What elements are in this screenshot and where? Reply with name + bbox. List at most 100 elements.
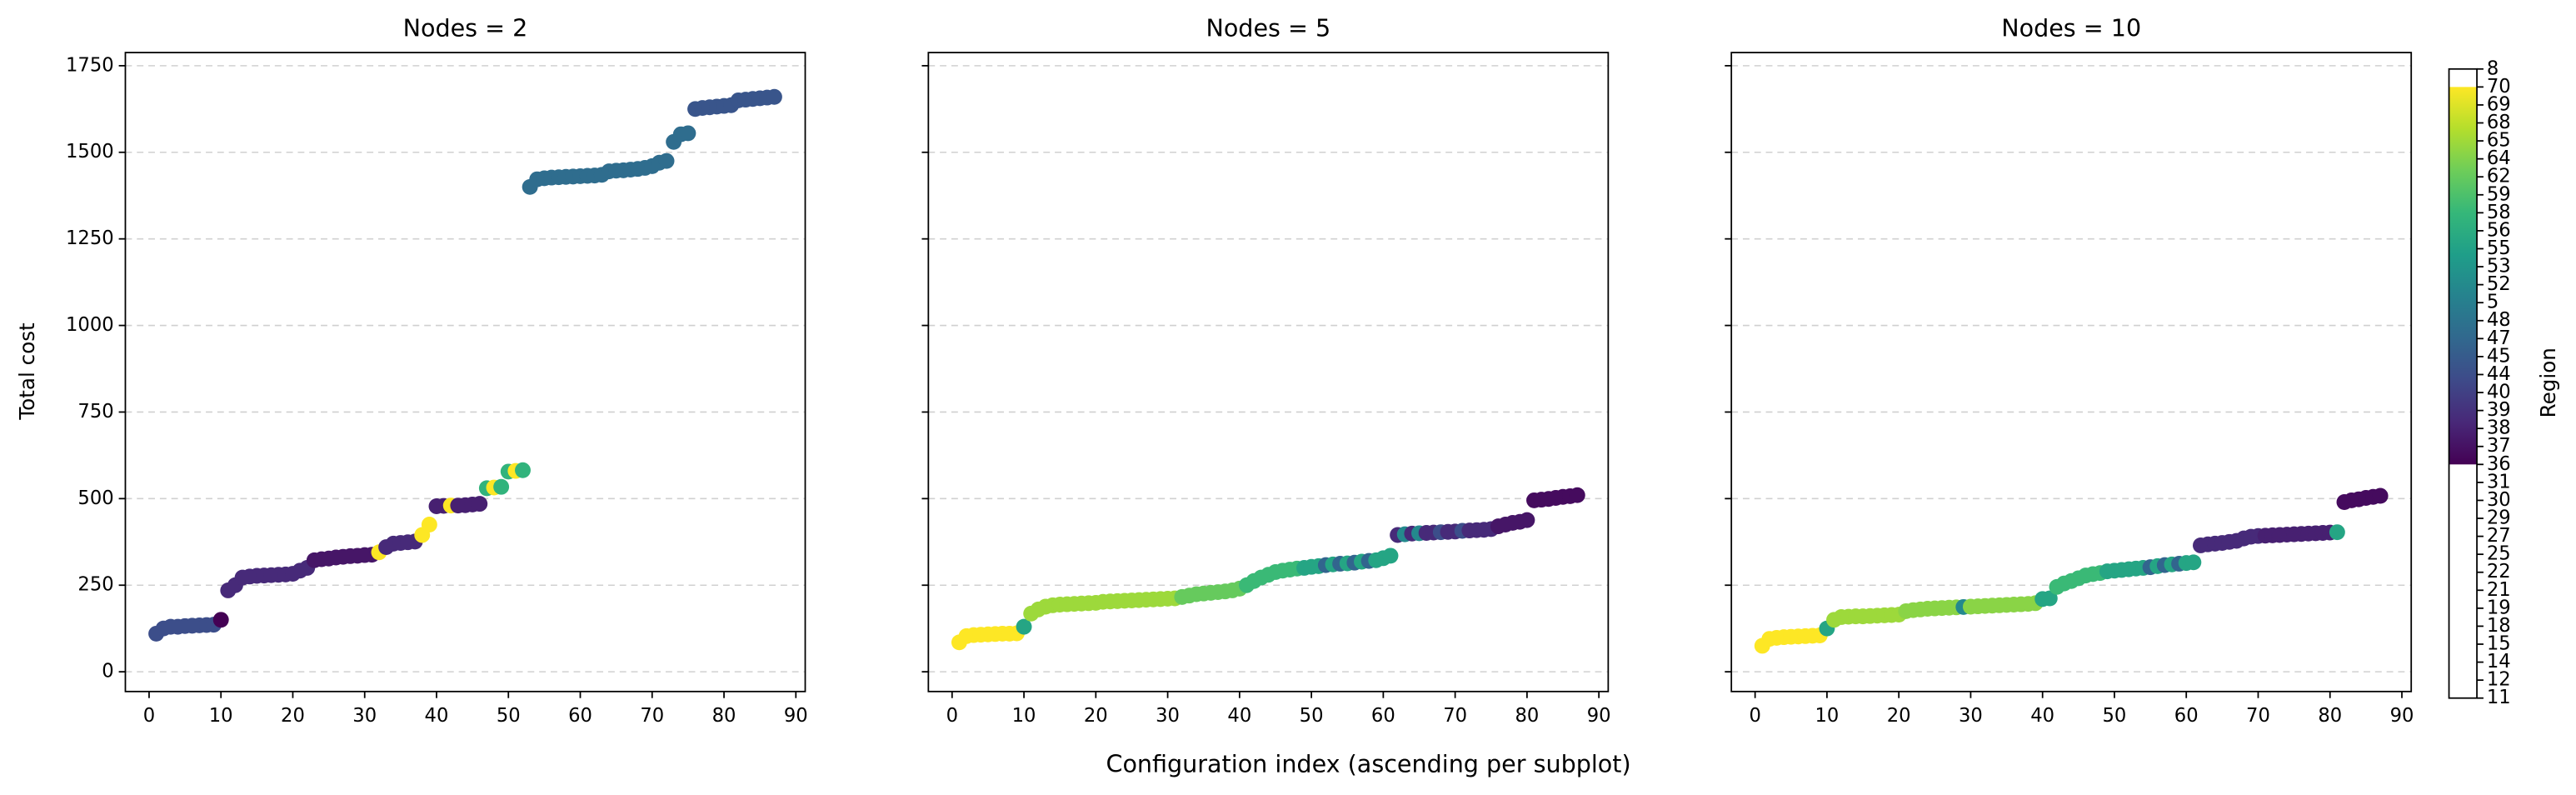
x-tick-label: 40: [2030, 705, 2054, 727]
point: [421, 517, 437, 532]
colorbar-fill: [2449, 87, 2478, 465]
y-tick-label: 250: [77, 574, 113, 596]
colorbar-tick-label: 5: [2487, 292, 2499, 313]
colorbar-tick-label: 30: [2487, 489, 2511, 511]
colorbar-tick-label: 38: [2487, 418, 2511, 439]
colorbar-tick-label: 53: [2487, 256, 2511, 278]
point: [2372, 488, 2389, 504]
colorbar-tick-label: 58: [2487, 202, 2511, 223]
point: [1569, 487, 1585, 503]
colorbar-tick-label: 39: [2487, 399, 2511, 421]
colorbar-tick-label: 68: [2487, 112, 2511, 133]
colorbar-tick-label: 59: [2487, 183, 2511, 205]
x-tick-label: 90: [2390, 705, 2414, 727]
colorbar-tick-label: 64: [2487, 148, 2511, 169]
x-tick-label: 60: [2174, 705, 2199, 727]
colorbar-tick-label: 56: [2487, 219, 2511, 241]
x-tick-label: 20: [281, 705, 305, 727]
panel-title: Nodes = 2: [403, 13, 528, 42]
colorbar-tick-label: 47: [2487, 328, 2511, 349]
axes-frame: [927, 52, 1610, 692]
colorbar-tick-label: 15: [2487, 632, 2511, 654]
x-tick-label: 10: [1012, 705, 1036, 727]
colorbar-frame: [2448, 68, 2478, 699]
x-tick-label: 70: [2246, 705, 2270, 727]
colorbar-tick-label: 31: [2487, 471, 2511, 492]
x-tick-label: 50: [2103, 705, 2127, 727]
x-axis-label: Configuration index (ascending per subpl…: [1106, 750, 1631, 778]
colorbar-tick-label: 19: [2487, 597, 2511, 618]
colorbar-tick-label: 8: [2487, 58, 2499, 79]
point: [212, 612, 229, 628]
x-tick-label: 20: [1084, 705, 1108, 727]
point: [1519, 512, 1535, 528]
colorbar-tick-label: 40: [2487, 382, 2511, 403]
x-tick-label: 50: [497, 705, 521, 727]
colorbar-tick-label: 52: [2487, 273, 2511, 295]
colorbar-tick-label: 48: [2487, 309, 2511, 331]
colorbar-tick-label: 29: [2487, 508, 2511, 529]
colorbar-tick-label: 11: [2487, 687, 2511, 708]
colorbar-tick-label: 45: [2487, 345, 2511, 367]
colorbar-tick-label: 18: [2487, 615, 2511, 637]
colorbar-tick-label: 14: [2487, 651, 2511, 672]
x-tick-label: 0: [143, 705, 155, 727]
colorbar-tick-label: 62: [2487, 166, 2511, 188]
x-tick-label: 70: [640, 705, 664, 727]
x-tick-label: 0: [946, 705, 958, 727]
y-tick-label: 1500: [66, 141, 114, 162]
colorbar-label: Region: [2536, 348, 2560, 418]
colorbar-tick-label: 21: [2487, 579, 2511, 601]
x-tick-label: 90: [784, 705, 808, 727]
y-tick-label: 500: [77, 488, 113, 509]
colorbar-tick-label: 12: [2487, 669, 2511, 691]
x-tick-label: 60: [1371, 705, 1395, 727]
panel-title: Nodes = 5: [1206, 13, 1330, 42]
colorbar-tick-label: 22: [2487, 561, 2511, 582]
x-tick-label: 80: [1515, 705, 1539, 727]
x-tick-label: 30: [1156, 705, 1180, 727]
x-tick-label: 60: [568, 705, 592, 727]
x-tick-label: 10: [209, 705, 233, 727]
colorbar-tick-label: 27: [2487, 525, 2511, 547]
colorbar-tick-label: 44: [2487, 363, 2511, 385]
x-tick-label: 80: [712, 705, 736, 727]
point: [472, 496, 488, 512]
x-tick-label: 80: [2318, 705, 2342, 727]
point: [680, 125, 696, 142]
y-tick-label: 1250: [66, 228, 114, 249]
x-tick-label: 40: [1227, 705, 1251, 727]
point: [658, 152, 675, 169]
x-tick-label: 0: [1749, 705, 1760, 727]
colorbar-tick-label: 65: [2487, 130, 2511, 152]
colorbar-tick-label: 70: [2487, 76, 2511, 98]
y-tick-label: 750: [77, 401, 113, 422]
colorbar-tick-label: 69: [2487, 93, 2511, 115]
x-tick-label: 30: [1959, 705, 1983, 727]
x-tick-label: 70: [1443, 705, 1467, 727]
x-tick-label: 50: [1300, 705, 1324, 727]
colorbar-tick-label: 36: [2487, 453, 2511, 475]
colorbar-tick-label: 37: [2487, 435, 2511, 457]
point: [493, 478, 510, 495]
point: [2329, 524, 2345, 541]
panel-title: Nodes = 10: [2001, 13, 2141, 42]
x-tick-label: 90: [1587, 705, 1611, 727]
y-tick-label: 1000: [66, 314, 114, 336]
y-axis-label: Total cost: [15, 322, 39, 421]
point: [2185, 554, 2202, 571]
point: [515, 462, 531, 478]
axes-frame: [124, 52, 806, 692]
x-tick-label: 40: [425, 705, 449, 727]
axes-frame: [1730, 52, 2413, 692]
y-tick-label: 1750: [66, 54, 114, 76]
point: [2041, 590, 2058, 607]
colorbar-tick-label: 55: [2487, 238, 2511, 259]
x-tick-label: 20: [1887, 705, 1911, 727]
point: [766, 88, 782, 105]
point: [1382, 548, 1399, 564]
x-tick-label: 10: [1815, 705, 1839, 727]
y-tick-label: 0: [102, 661, 113, 682]
x-tick-label: 30: [352, 705, 377, 727]
